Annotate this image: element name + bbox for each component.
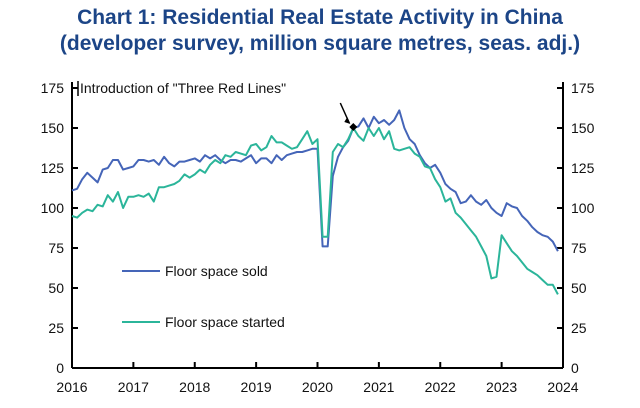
y-tick-label-left: 125 <box>41 160 65 176</box>
x-tick-label: 2019 <box>241 379 272 395</box>
legend-label: Floor space started <box>165 314 285 330</box>
y-tick-label-right: 50 <box>571 280 587 296</box>
y-tick-label-left: 25 <box>48 320 64 336</box>
y-tick-label-left: 150 <box>41 120 65 136</box>
x-tick-label: 2018 <box>179 379 210 395</box>
y-tick-label-left: 50 <box>48 280 64 296</box>
y-tick-label-left: 175 <box>41 80 65 96</box>
series-line-started <box>71 127 559 295</box>
annotation-marker <box>349 123 358 131</box>
y-tick-label-right: 175 <box>571 80 595 96</box>
arrow-head-icon <box>344 117 351 124</box>
chart-subtitle: (developer survey, million square metres… <box>59 32 581 55</box>
y-tick-label-left: 75 <box>48 240 64 256</box>
y-tick-label-right: 75 <box>571 240 587 256</box>
y-tick-label-left: 100 <box>41 200 65 216</box>
annotation-label: Introduction of "Three Red Lines" <box>80 80 286 96</box>
x-tick-label: 2021 <box>363 379 394 395</box>
x-tick-label: 2020 <box>302 379 333 395</box>
y-tick-label-right: 25 <box>571 320 587 336</box>
x-tick-label: 2017 <box>118 379 149 395</box>
x-tick-label: 2016 <box>56 379 87 395</box>
y-tick-label-right: 150 <box>571 120 595 136</box>
y-tick-label-right: 125 <box>571 160 595 176</box>
x-tick-label: 2024 <box>547 379 578 395</box>
x-tick-label: 2022 <box>425 379 456 395</box>
y-tick-label-left: 0 <box>56 360 64 376</box>
chart-title: Chart 1: Residential Real Estate Activit… <box>77 6 563 29</box>
legend-label: Floor space sold <box>165 263 268 279</box>
y-tick-label-right: 0 <box>571 360 579 376</box>
x-tick-label: 2023 <box>486 379 517 395</box>
series-line-sold <box>71 109 559 252</box>
y-tick-label-right: 100 <box>571 200 595 216</box>
